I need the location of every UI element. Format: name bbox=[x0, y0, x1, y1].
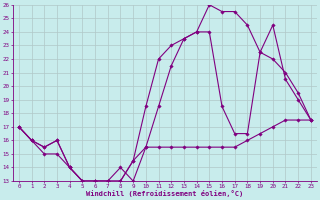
X-axis label: Windchill (Refroidissement éolien,°C): Windchill (Refroidissement éolien,°C) bbox=[86, 190, 244, 197]
